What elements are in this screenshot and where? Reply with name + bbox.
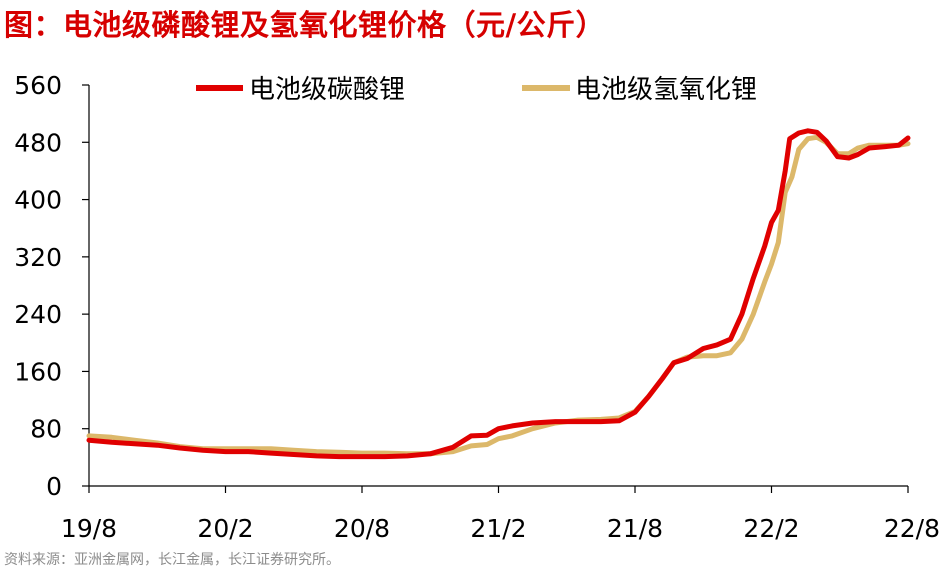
x-tick-label: 21/2 (470, 514, 526, 543)
x-tick-label: 21/8 (607, 514, 663, 543)
series-lines (86, 128, 911, 460)
chart-title: 图：电池级磷酸锂及氢氧化锂价格（元/公斤） (4, 8, 606, 42)
source-note: 资料来源：亚洲金属网，长江金属，长江证券研究所。 (4, 552, 340, 568)
legend: 电池级碳酸锂 电池级氢氧化锂 (196, 75, 757, 105)
axes: 0 80 160 240 320 400 480 560 19/8 20/2 20/8 21/2 21/… (14, 71, 940, 543)
y-tick-label: 240 (14, 300, 62, 329)
y-tick-label: 480 (14, 128, 62, 157)
legend-item-carbonate-label: 电池级碳酸锂 (249, 75, 405, 105)
y-tick-label: 80 (30, 415, 62, 444)
y-tick-label: 320 (14, 243, 62, 272)
x-tick-label: 22/2 (743, 514, 799, 543)
y-tick-label: 160 (14, 357, 62, 386)
x-tick-label: 20/8 (334, 514, 390, 543)
y-tick-label: 400 (14, 186, 62, 215)
series-line-carbonate (86, 128, 911, 460)
x-tick-label: 19/8 (61, 514, 117, 543)
y-tick-label: 0 (46, 472, 62, 501)
legend-item-hydroxide-label: 电池级氢氧化锂 (575, 75, 757, 105)
x-tick-label: 22/8 (884, 514, 940, 543)
y-tick-label: 560 (14, 71, 62, 100)
x-tick-label: 20/2 (197, 514, 253, 543)
